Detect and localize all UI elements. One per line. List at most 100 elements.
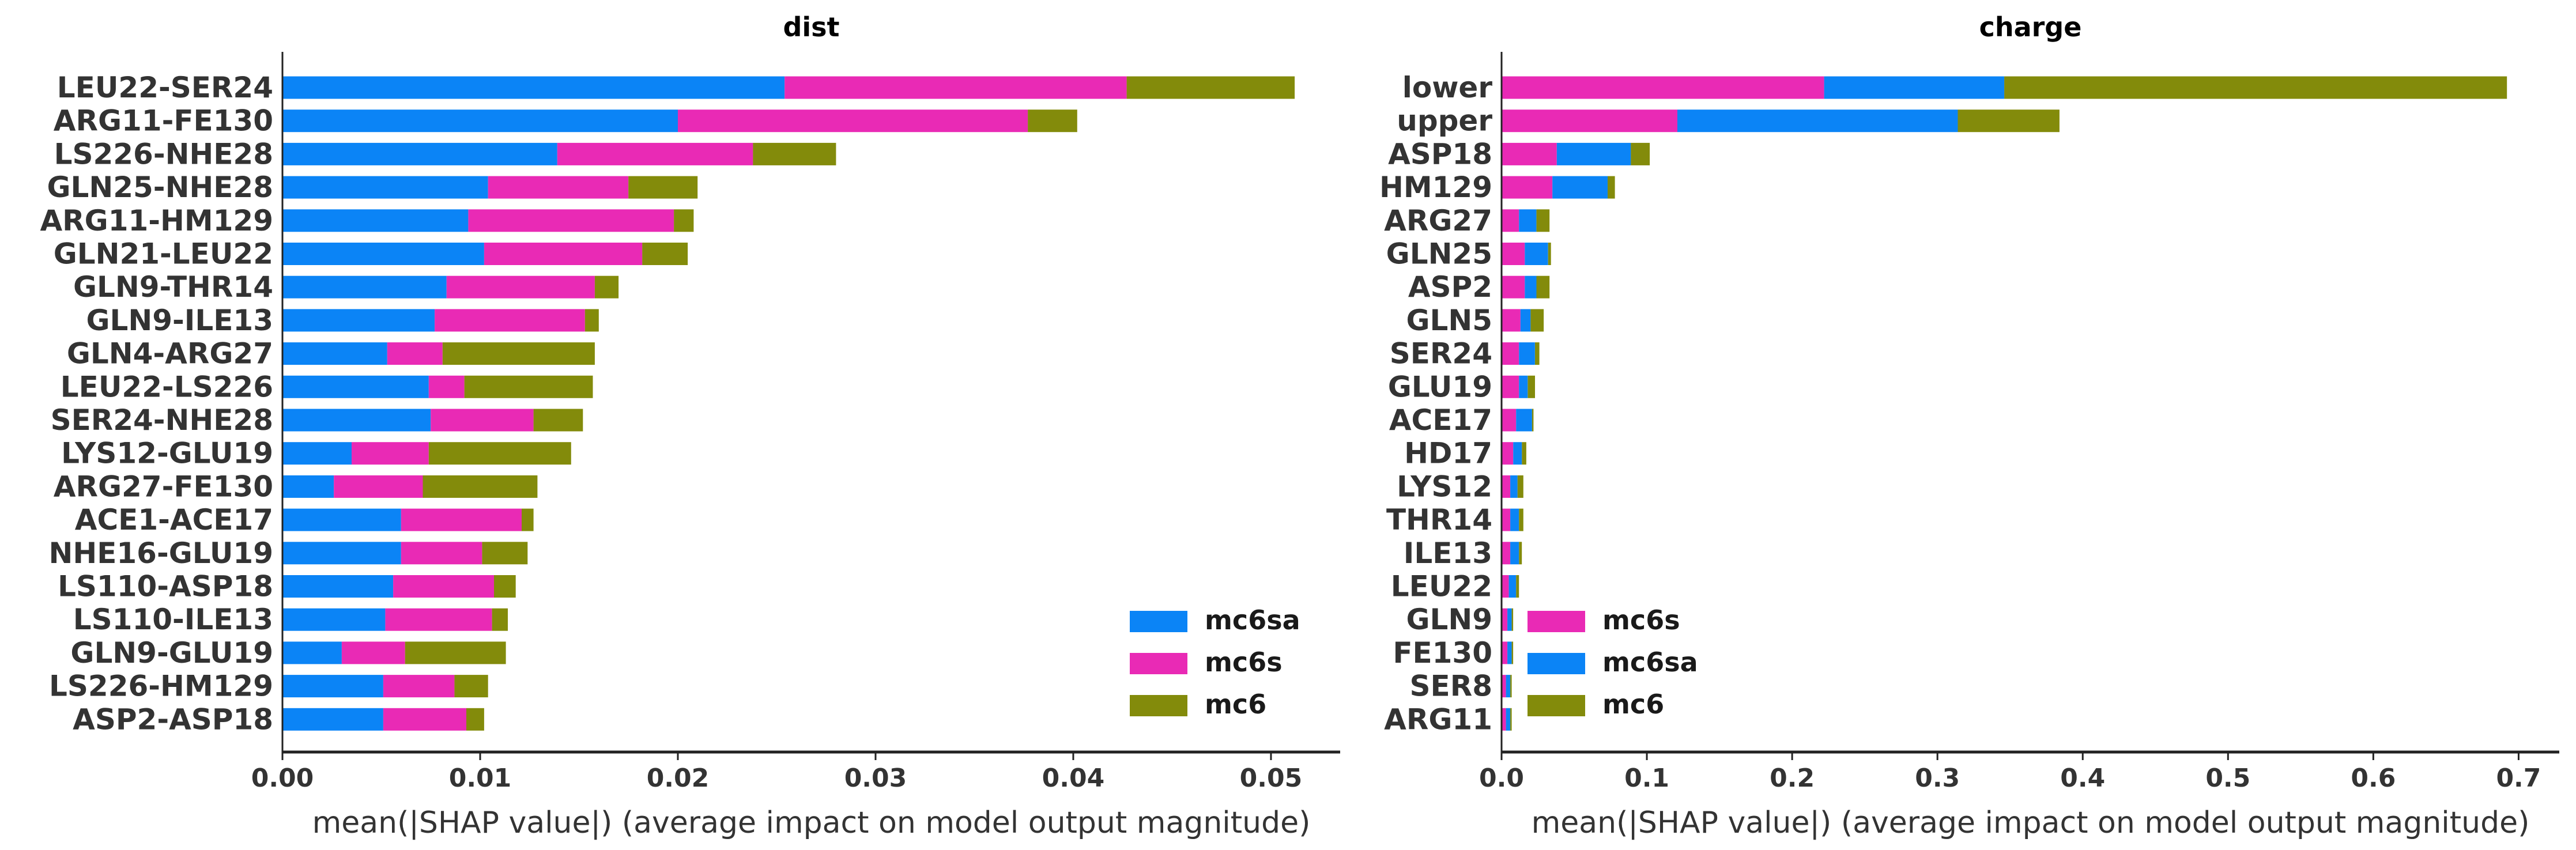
category-label: GLN4-ARG27 xyxy=(67,337,273,371)
bar-mc6sa xyxy=(1552,176,1608,199)
x-tick-label: 0.1 xyxy=(1624,764,1669,793)
bar-mc6sa xyxy=(282,342,387,365)
bar-mc6s xyxy=(383,708,466,731)
bar-mc6s xyxy=(446,275,595,299)
bar-mc6 xyxy=(628,176,698,199)
category-label: GLN5 xyxy=(1406,304,1492,337)
bar-mc6 xyxy=(1516,575,1519,598)
bar-mc6sa xyxy=(1525,275,1537,299)
bar-mc6s xyxy=(1502,575,1509,598)
bar-mc6sa xyxy=(1506,675,1511,698)
category-label: SER24 xyxy=(1390,337,1492,371)
category-label: GLN9-ILE13 xyxy=(86,304,274,337)
legend-label: mc6s xyxy=(1602,605,1680,636)
category-label: LEU22-LS226 xyxy=(61,370,273,403)
bar-mc6s xyxy=(401,508,522,531)
bar-mc6 xyxy=(1511,608,1514,631)
category-label: ARG27 xyxy=(1384,204,1492,237)
bar-mc6sa xyxy=(1510,542,1519,565)
category-label: ASP2-ASP18 xyxy=(73,702,273,736)
legend-swatch xyxy=(1528,653,1585,674)
bar-mc6 xyxy=(1517,475,1523,498)
bar-mc6s xyxy=(557,142,753,165)
category-label: LEU22 xyxy=(1391,570,1492,603)
category-label: HM129 xyxy=(1379,171,1492,204)
category-label: THR14 xyxy=(1386,503,1492,537)
bar-mc6sa xyxy=(1677,109,1958,133)
category-label: LEU22-SER24 xyxy=(57,71,273,104)
bar-mc6s xyxy=(1502,209,1519,232)
bar-mc6 xyxy=(1548,243,1551,265)
category-label: upper xyxy=(1397,104,1492,138)
bar-mc6sa xyxy=(282,575,394,598)
bar-mc6 xyxy=(584,309,599,332)
x-tick-label: 0.00 xyxy=(251,764,314,793)
bar-mc6sa xyxy=(282,76,785,99)
bar-mc6s xyxy=(385,608,492,631)
bar-mc6s xyxy=(393,575,494,598)
legend-swatch xyxy=(1528,611,1585,632)
bar-mc6sa xyxy=(282,508,401,531)
bar-mc6 xyxy=(494,575,516,598)
x-tick-label: 0.04 xyxy=(1042,764,1105,793)
bar-mc6 xyxy=(674,209,694,232)
bar-mc6 xyxy=(1631,142,1650,165)
bar-mc6 xyxy=(423,475,538,498)
bar-mc6 xyxy=(753,142,836,165)
bar-mc6s xyxy=(1502,309,1521,332)
bar-mc6s xyxy=(1502,608,1508,631)
bar-mc6s xyxy=(1502,508,1511,531)
legend-label: mc6sa xyxy=(1205,605,1300,636)
category-label: GLU19 xyxy=(1388,370,1492,403)
bar-mc6 xyxy=(1536,209,1550,232)
bar-mc6sa xyxy=(1507,608,1512,631)
bar-mc6s xyxy=(678,109,1028,133)
category-label: GLN25 xyxy=(1386,237,1492,271)
bar-mc6 xyxy=(594,275,619,299)
bar-mc6s xyxy=(401,542,482,565)
bar-mc6sa xyxy=(1513,442,1522,465)
bar-mc6sa xyxy=(282,275,447,299)
legend-label: mc6sa xyxy=(1602,647,1698,678)
bar-mc6s xyxy=(428,375,465,398)
legend-label: mc6s xyxy=(1205,647,1283,678)
bar-mc6sa xyxy=(1519,375,1528,398)
bar-mc6s xyxy=(785,76,1127,99)
bar-mc6s xyxy=(1502,375,1519,398)
x-tick-label: 0.05 xyxy=(1240,764,1303,793)
category-label: LYS12 xyxy=(1397,470,1492,503)
bar-mc6s xyxy=(341,641,405,664)
chart-title: dist xyxy=(783,12,839,43)
bar-mc6sa xyxy=(282,243,484,265)
bar-mc6s xyxy=(488,176,629,199)
bar-mc6 xyxy=(642,243,688,265)
bar-mc6s xyxy=(1502,243,1525,265)
bar-mc6 xyxy=(1028,109,1077,133)
bar-mc6 xyxy=(522,508,534,531)
bar-mc6 xyxy=(442,342,595,365)
bar-mc6 xyxy=(1126,76,1295,99)
bar-mc6sa xyxy=(1520,309,1531,332)
bar-mc6s xyxy=(1502,475,1511,498)
category-label: ACE1-ACE17 xyxy=(75,503,273,537)
x-tick-label: 0.02 xyxy=(647,764,710,793)
bar-mc6sa xyxy=(282,641,342,664)
bar-mc6 xyxy=(2004,76,2507,99)
bar-mc6sa xyxy=(1556,142,1631,165)
bar-mc6s xyxy=(1502,641,1508,664)
bar-mc6s xyxy=(387,342,443,365)
bar-mc6 xyxy=(1958,109,2060,133)
bar-mc6 xyxy=(1532,409,1534,432)
bar-mc6 xyxy=(1511,641,1514,664)
bar-mc6s xyxy=(431,409,534,432)
legend-label: mc6 xyxy=(1205,689,1266,720)
x-tick-label: 0.01 xyxy=(449,764,512,793)
category-label: NHE16-GLU19 xyxy=(49,537,273,570)
legend-swatch xyxy=(1130,611,1187,632)
bar-mc6sa xyxy=(1510,475,1518,498)
bar-mc6s xyxy=(1502,342,1519,365)
category-label: ASP18 xyxy=(1388,137,1492,171)
category-label: LS226-HM129 xyxy=(49,670,273,703)
